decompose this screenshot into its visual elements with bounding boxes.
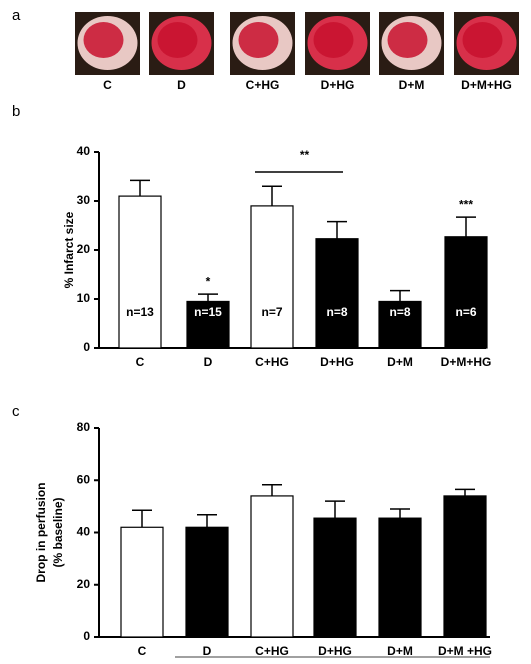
brain-region — [157, 22, 198, 58]
x-tick-label: D — [204, 355, 213, 369]
panel-label: a — [12, 7, 21, 24]
y-tick-label: 20 — [77, 242, 91, 256]
x-tick-label: D+M — [387, 644, 413, 658]
bar — [118, 195, 162, 349]
x-tick-label: D+HG — [320, 355, 354, 369]
sample-size: n=13 — [126, 305, 154, 319]
y-tick-label: 0 — [83, 629, 90, 643]
y-tick-label: 40 — [77, 525, 91, 539]
bar — [378, 517, 422, 638]
brain-region — [462, 22, 503, 58]
y-tick-label: 40 — [77, 144, 91, 158]
bar — [443, 495, 487, 638]
x-tick-label: C+HG — [255, 355, 289, 369]
y-axis-label: Drop in perfusion — [34, 483, 48, 583]
image-label: D+M+HG — [461, 78, 512, 92]
brain-region — [387, 22, 428, 58]
bar — [315, 238, 359, 349]
y-tick-label: 30 — [77, 193, 91, 207]
bar — [120, 526, 164, 638]
brain-region — [313, 22, 354, 58]
y-tick-label: 0 — [83, 340, 90, 354]
significance: * — [206, 274, 211, 288]
bar — [250, 495, 294, 638]
bar — [313, 517, 357, 638]
x-tick-label: C — [136, 355, 145, 369]
y-tick-label: 20 — [77, 577, 91, 591]
y-axis-sublabel: (% baseline) — [51, 497, 65, 567]
brain-region — [238, 22, 279, 58]
x-tick-label: C+HG — [255, 644, 289, 658]
bar — [250, 205, 294, 349]
image-label: D — [177, 78, 186, 92]
y-axis-label: % Infarct size — [62, 211, 76, 288]
bar — [378, 300, 422, 349]
sample-size: n=8 — [389, 305, 410, 319]
x-tick-label: D+HG — [318, 644, 352, 658]
y-tick-label: 10 — [77, 291, 91, 305]
image-label: C+HG — [246, 78, 280, 92]
x-tick-label: D+M+HG — [441, 355, 492, 369]
sample-size: n=7 — [261, 305, 282, 319]
brain-region — [83, 22, 124, 58]
sample-size: n=8 — [326, 305, 347, 319]
panel-label: c — [12, 403, 20, 420]
bar — [186, 300, 230, 349]
y-tick-label: 80 — [77, 420, 91, 434]
x-tick-label: D+M +HG — [438, 644, 492, 658]
bar — [444, 236, 488, 349]
image-label: D+HG — [321, 78, 355, 92]
bar — [185, 526, 229, 638]
sample-size: n=6 — [455, 305, 476, 319]
bracket-label: ** — [300, 148, 310, 162]
significance: *** — [459, 197, 473, 211]
x-tick-label: D — [203, 644, 212, 658]
y-tick-label: 60 — [77, 472, 91, 486]
image-label: D+M — [399, 78, 425, 92]
x-tick-label: D+M — [387, 355, 413, 369]
x-tick-label: C — [138, 644, 147, 658]
image-label: C — [103, 78, 112, 92]
panel-label: b — [12, 103, 20, 120]
sample-size: n=15 — [194, 305, 222, 319]
